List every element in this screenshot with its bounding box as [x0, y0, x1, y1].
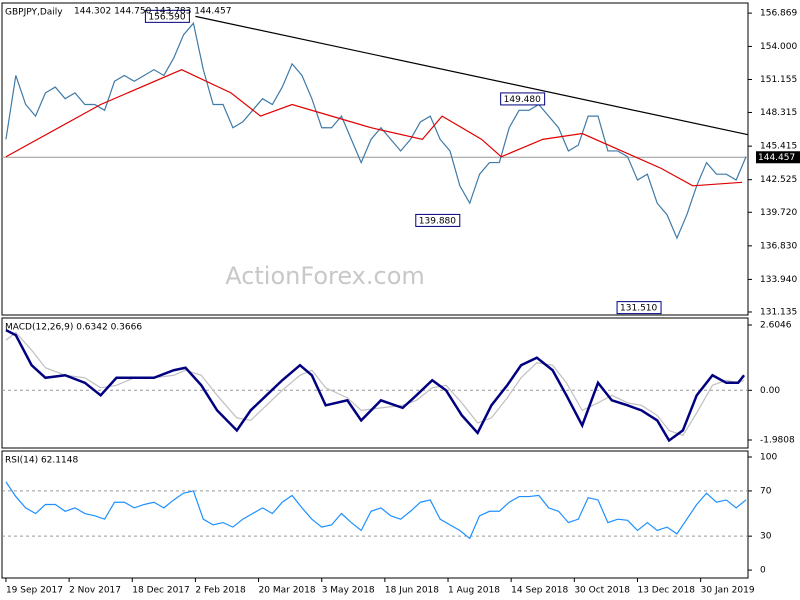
series-line — [5, 21, 747, 240]
chart-title: RSI(14) 62.1148 — [5, 456, 78, 466]
y-tick-label: 154.000 — [760, 42, 797, 52]
y-tick-label: 0 — [760, 566, 766, 576]
y-tick-label: 100 — [760, 452, 777, 462]
annotation-box — [500, 92, 546, 106]
watermark: ActionForex.com — [225, 262, 425, 290]
y-tick-label: 148.315 — [760, 108, 797, 118]
annotation-label: 156.590 — [148, 12, 185, 22]
y-tick-label: 0.00 — [760, 386, 780, 396]
y-tick-label: 2.6046 — [760, 320, 792, 330]
y-tick-label: 131.135 — [760, 307, 797, 317]
y-tick-label: 142.525 — [760, 175, 797, 185]
y-tick-label: 156.869 — [760, 9, 797, 19]
panel-frame — [1, 2, 749, 316]
x-tick-label: 13 Dec 2018 — [637, 586, 695, 596]
y-tick-label: -1.9808 — [760, 435, 795, 445]
annotation-box — [415, 213, 461, 227]
x-tick-label: 19 Sep 2017 — [6, 586, 63, 596]
x-tick-label: 2 Nov 2017 — [69, 586, 121, 596]
series-line — [5, 481, 747, 540]
series-line — [5, 329, 746, 443]
panel-frame — [1, 450, 749, 579]
chart-subtitle: 144.302 144.750 143.783 144.457 — [74, 7, 231, 17]
panel-frame — [1, 317, 749, 449]
y-tick-label: 151.155 — [760, 75, 797, 85]
chart-title: MACD(12,26,9) 0.6342 0.3666 — [5, 323, 142, 333]
y-tick-label: 136.830 — [760, 241, 797, 251]
annotation-box — [144, 9, 190, 23]
x-tick-label: 1 Aug 2018 — [448, 586, 500, 596]
x-tick-label: 3 May 2018 — [322, 586, 375, 596]
y-tick-label: 145.415 — [760, 142, 797, 152]
series-line — [5, 69, 743, 187]
annotation-box — [616, 301, 662, 315]
series-line — [195, 15, 749, 136]
x-tick-label: 18 Jun 2018 — [385, 586, 439, 596]
annotation-label: 131.510 — [620, 304, 657, 314]
annotation-label: 149.480 — [504, 95, 541, 105]
y-tick-label: 30 — [760, 532, 772, 542]
x-tick-label: 18 Dec 2017 — [132, 586, 190, 596]
annotation-label: 139.880 — [419, 216, 456, 226]
series-line — [5, 331, 745, 437]
x-tick-label: 30 Oct 2018 — [574, 586, 630, 596]
y-tick-label: 133.940 — [760, 275, 797, 285]
y-tick-label: 70 — [760, 486, 772, 496]
chart-title: GBPJPY,Daily — [5, 8, 63, 18]
x-tick-label: 14 Sep 2018 — [511, 586, 568, 596]
last-price-box — [756, 151, 800, 164]
last-price-label: 144.457 — [758, 153, 795, 163]
y-tick-label: 139.720 — [760, 208, 797, 218]
x-tick-label: 2 Feb 2018 — [195, 586, 246, 596]
x-tick-label: 30 Jan 2019 — [701, 586, 755, 596]
x-tick-label: 20 Mar 2018 — [259, 586, 316, 596]
